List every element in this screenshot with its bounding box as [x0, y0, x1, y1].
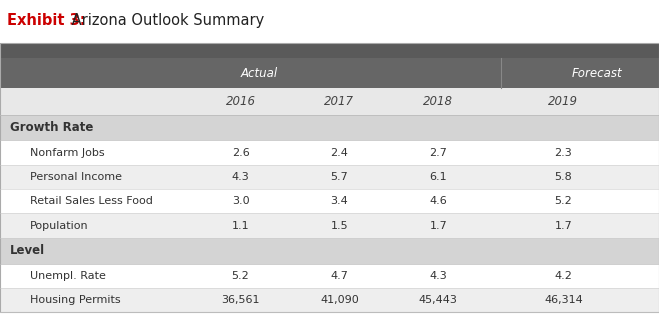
Text: 2.6: 2.6 [232, 148, 249, 157]
Text: 1.7: 1.7 [555, 220, 572, 231]
Text: Exhibit 3:: Exhibit 3: [7, 13, 85, 28]
Text: 3.4: 3.4 [331, 196, 348, 206]
Text: 2016: 2016 [225, 95, 256, 108]
Text: 2.4: 2.4 [330, 148, 349, 157]
Text: Nonfarm Jobs: Nonfarm Jobs [30, 148, 104, 157]
Text: 2.7: 2.7 [429, 148, 447, 157]
Text: 4.2: 4.2 [554, 271, 573, 281]
FancyBboxPatch shape [0, 213, 659, 238]
Text: 4.7: 4.7 [330, 271, 349, 281]
Text: Retail Sales Less Food: Retail Sales Less Food [30, 196, 152, 206]
Text: 2019: 2019 [548, 95, 579, 108]
Text: 36,561: 36,561 [221, 295, 260, 305]
Text: 6.1: 6.1 [430, 172, 447, 182]
Text: 41,090: 41,090 [320, 295, 358, 305]
Text: 2018: 2018 [423, 95, 453, 108]
Text: Population: Population [30, 220, 88, 231]
FancyBboxPatch shape [0, 88, 659, 115]
Text: Personal Income: Personal Income [30, 172, 122, 182]
Text: Arizona Outlook Summary: Arizona Outlook Summary [67, 13, 264, 28]
FancyBboxPatch shape [0, 59, 659, 88]
Text: 1.5: 1.5 [331, 220, 348, 231]
FancyBboxPatch shape [0, 115, 659, 140]
Text: 1.7: 1.7 [430, 220, 447, 231]
FancyBboxPatch shape [0, 189, 659, 213]
Text: 3.0: 3.0 [232, 196, 249, 206]
FancyBboxPatch shape [0, 43, 659, 59]
FancyBboxPatch shape [0, 140, 659, 165]
Text: Forecast: Forecast [572, 67, 623, 80]
Text: 4.3: 4.3 [232, 172, 249, 182]
FancyBboxPatch shape [0, 238, 659, 264]
Text: 5.2: 5.2 [555, 196, 572, 206]
Text: Growth Rate: Growth Rate [10, 121, 94, 134]
Text: 5.7: 5.7 [331, 172, 348, 182]
FancyBboxPatch shape [0, 264, 659, 288]
Text: 4.6: 4.6 [430, 196, 447, 206]
Text: 4.3: 4.3 [430, 271, 447, 281]
Text: 5.8: 5.8 [555, 172, 572, 182]
Text: 46,314: 46,314 [544, 295, 583, 305]
Text: Unempl. Rate: Unempl. Rate [30, 271, 105, 281]
Text: Housing Permits: Housing Permits [30, 295, 121, 305]
FancyBboxPatch shape [0, 288, 659, 312]
Text: 2.3: 2.3 [555, 148, 572, 157]
Text: 5.2: 5.2 [232, 271, 249, 281]
FancyBboxPatch shape [0, 165, 659, 189]
Text: 1.1: 1.1 [232, 220, 249, 231]
Text: Actual: Actual [241, 67, 277, 80]
Text: 2017: 2017 [324, 95, 355, 108]
Text: Level: Level [10, 244, 45, 257]
Text: 45,443: 45,443 [419, 295, 457, 305]
